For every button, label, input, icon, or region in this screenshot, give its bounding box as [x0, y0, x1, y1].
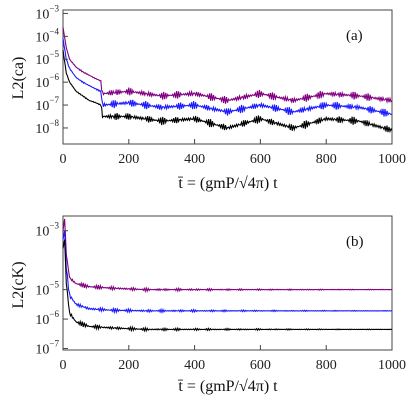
panel-b-series-line: [62, 218, 393, 294]
panel-a-ytick-label: 10−4: [35, 26, 59, 45]
panel-b-xticks: 0 200 400 600 800 1000: [60, 345, 406, 373]
panel-a-xlabel: t̄ = (gmP/√4π) t: [178, 175, 279, 192]
panel-a-xtick-label: 1000: [378, 152, 406, 167]
panel-a-xtick-label: 600: [250, 152, 271, 167]
panel-a-series-line: [62, 27, 393, 104]
panel-b-xtick-label: 600: [250, 358, 271, 373]
panel-a-xticks: 0 200 400 600 800 1000: [60, 139, 406, 167]
panel-b-xtick-label: 200: [118, 358, 139, 373]
panel-b-series-line: [62, 239, 393, 333]
panel-a-label: (a): [346, 28, 363, 44]
panel-b-ytick-label: 10−7: [35, 339, 59, 358]
panel-b-xtick-label: 0: [60, 358, 67, 373]
panel-b-yticks: 10−3 10−5 10−6 10−7: [35, 221, 68, 358]
panel-a-xtick-label: 800: [316, 152, 337, 167]
panel-a-xtick-label: 200: [118, 152, 139, 167]
panel-a-ylabel: L2(ca): [10, 57, 27, 100]
panel-a-series-line: [62, 38, 393, 117]
panel-a-frame: [62, 9, 393, 145]
panel-a-ytick-label: 10−3: [35, 3, 59, 22]
panel-a-xtick-label: 400: [184, 152, 205, 167]
panel-b-frame: [62, 215, 393, 351]
panel-a: 10−3 10−4 10−5 10−6 10−7 10−8 0 200 400 600 800 10…: [10, 3, 406, 192]
panel-b-ytick-label: 10−6: [35, 309, 59, 328]
panel-b-xtick-label: 1000: [378, 358, 406, 373]
panel-b-series-line: [62, 230, 393, 315]
panel-a-xtick-label: 0: [60, 152, 67, 167]
panel-a-series-line: [62, 49, 393, 134]
panel-b-series: [62, 218, 393, 333]
panel-a-ytick-label: 10−6: [35, 72, 59, 91]
panel-a-ytick-label: 10−8: [35, 118, 59, 137]
panel-a-ytick-label: 10−5: [35, 49, 59, 68]
panel-b: 10−3 10−5 10−6 10−7 0 200 400 600 800 1000 (b) L…: [10, 215, 406, 395]
panel-b-ytick-label: 10−3: [35, 221, 59, 240]
panel-b-ylabel: L2(cK): [10, 261, 27, 308]
panel-b-xtick-label: 800: [316, 358, 337, 373]
panel-b-ytick-label: 10−5: [35, 280, 59, 299]
panel-b-xtick-label: 400: [184, 358, 205, 373]
panel-a-ytick-label: 10−7: [35, 95, 59, 114]
panel-a-series: [62, 27, 393, 134]
panel-a-yticks: 10−3 10−4 10−5 10−6 10−7 10−8: [35, 3, 68, 137]
panel-b-label: (b): [346, 234, 364, 250]
panel-b-xlabel: t̄ = (gmP/√4π) t: [178, 378, 279, 395]
